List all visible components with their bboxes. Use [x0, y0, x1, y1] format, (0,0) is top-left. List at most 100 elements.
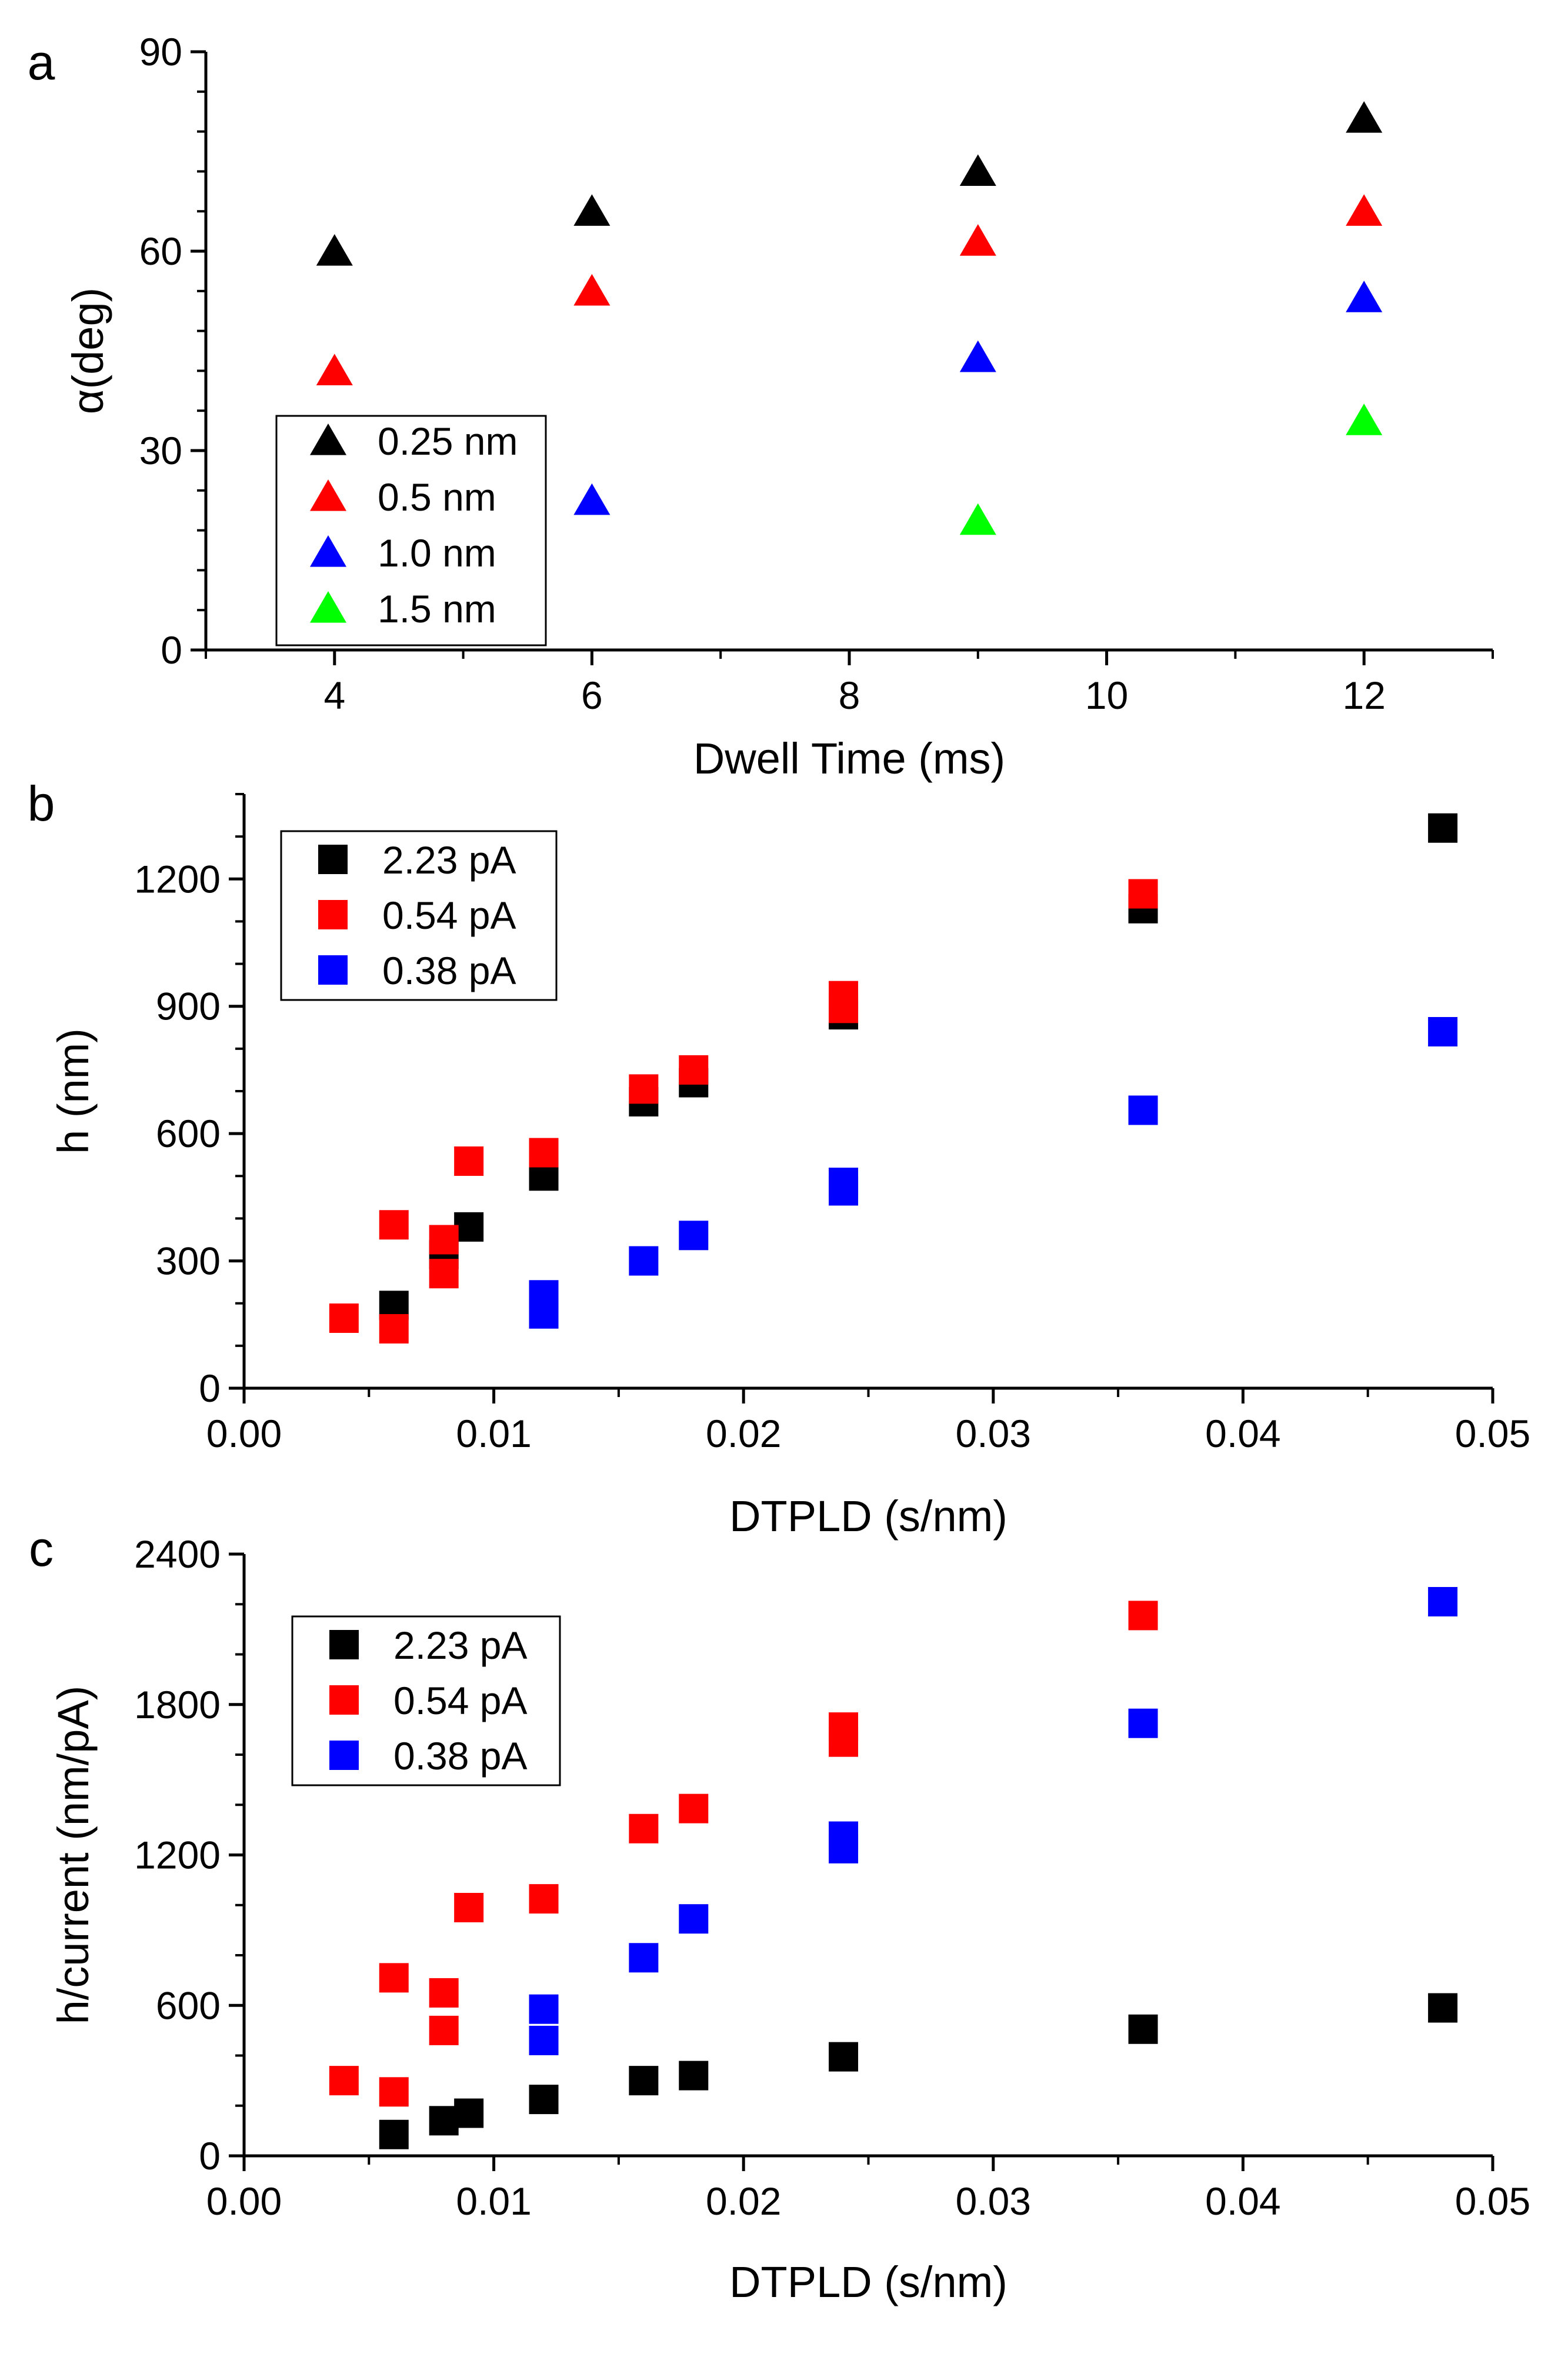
y-axis-title: α(deg) — [64, 288, 112, 415]
data-point — [454, 1146, 484, 1176]
data-point — [454, 1893, 484, 1923]
data-point — [629, 2066, 659, 2096]
y-tick-label: 30 — [139, 429, 182, 472]
data-point — [429, 1978, 459, 2008]
legend-marker — [329, 1630, 359, 1659]
data-point — [429, 1225, 459, 1255]
data-point — [379, 2077, 409, 2107]
data-point — [1346, 194, 1383, 226]
data-point — [529, 1884, 559, 1914]
legend-marker — [329, 1685, 359, 1715]
chart-panel-a: 4 6 8 10 12 0 30 60 90 Dwell Time (ms) α(deg) a 0.25… — [28, 30, 1494, 783]
y-tick-label: 600 — [156, 1983, 221, 2027]
series-2-23-pa — [379, 1993, 1458, 2149]
legend-marker — [309, 535, 347, 567]
data-point — [679, 2061, 709, 2091]
x-tick-label: 10 — [1085, 674, 1128, 717]
y-axis-title: h/current (nm/pA) — [49, 1686, 98, 2025]
series-0-38-pa — [529, 1017, 1458, 1329]
legend-marker — [318, 845, 348, 874]
y-tick-label: 90 — [139, 30, 182, 74]
legend: 0.25 nm 0.5 nm 1.0 nm 1.5 nm — [275, 415, 547, 646]
data-point — [1128, 879, 1158, 909]
y-tick-label: 0 — [199, 1366, 221, 1410]
y-tick-label: 1200 — [134, 1833, 221, 1877]
x-tick-label: 4 — [323, 674, 345, 717]
legend-label: 0.54 pA — [393, 1679, 528, 1722]
legend-label: 1.0 nm — [378, 531, 496, 575]
legend-label: 0.5 nm — [378, 475, 496, 519]
data-point — [1128, 2014, 1158, 2044]
data-point — [1428, 1993, 1458, 2023]
data-point — [379, 1210, 409, 1240]
data-point — [959, 154, 996, 186]
x-tick-label: 0.03 — [956, 2179, 1031, 2223]
series-0-54-pa — [329, 1601, 1158, 2107]
data-point — [959, 503, 996, 535]
data-point — [679, 1055, 709, 1085]
y-tick-label: 0 — [199, 2134, 221, 2178]
y-tick-label: 2400 — [134, 1532, 221, 1576]
legend-label: 1.5 nm — [378, 587, 496, 631]
x-tick-label: 0.02 — [706, 2179, 781, 2223]
series-1-0-nm — [573, 281, 1383, 515]
data-point — [629, 1813, 659, 1843]
x-axis-title: DTPLD (s/nm) — [729, 1492, 1007, 1541]
data-point — [454, 1212, 484, 1242]
data-point — [329, 1303, 359, 1333]
panel-letter: c — [29, 1521, 54, 1576]
data-point — [1428, 813, 1458, 843]
data-point — [959, 224, 996, 256]
x-tick-label: 0.00 — [206, 1412, 282, 1455]
data-point — [379, 1963, 409, 1993]
x-tick-label: 6 — [581, 674, 603, 717]
series-0-25-nm — [316, 101, 1383, 266]
x-tick-label: 0.05 — [1455, 1412, 1530, 1455]
legend-marker — [318, 955, 348, 985]
x-tick-label: 0.01 — [456, 1412, 531, 1455]
data-point — [829, 981, 859, 1011]
x-tick-label: 12 — [1342, 674, 1385, 717]
data-point — [829, 1712, 859, 1742]
series-0-38-pa — [529, 1586, 1458, 2055]
legend-label: 2.23 pA — [393, 1623, 528, 1667]
x-tick-label: 0.01 — [456, 2179, 531, 2223]
x-tick-label: 0.04 — [1205, 2179, 1280, 2223]
data-point — [329, 2066, 359, 2096]
data-point — [1346, 281, 1383, 312]
series-0-54-pa — [329, 879, 1158, 1343]
data-point — [379, 1314, 409, 1343]
data-point — [529, 1138, 559, 1168]
data-point — [573, 274, 610, 306]
data-point — [573, 194, 610, 226]
y-tick-label: 600 — [156, 1112, 221, 1155]
legend-label: 0.54 pA — [382, 894, 516, 937]
data-point — [1128, 1708, 1158, 1738]
data-point — [679, 1221, 709, 1251]
legend-marker — [309, 479, 347, 511]
data-point — [1128, 1601, 1158, 1631]
data-point — [829, 1821, 859, 1851]
data-point — [1346, 101, 1383, 133]
panel-letter: a — [28, 35, 55, 90]
legend-label: 2.23 pA — [382, 838, 516, 882]
legend-marker — [329, 1741, 359, 1770]
data-point — [959, 340, 996, 372]
series-1-5-nm — [959, 404, 1383, 535]
legend: 2.23 pA 0.54 pA 0.38 pA — [280, 830, 558, 1001]
data-point — [829, 1168, 859, 1198]
data-point — [529, 1994, 559, 2024]
y-tick-label: 0 — [161, 628, 182, 672]
data-point — [1428, 1017, 1458, 1046]
data-point — [529, 2085, 559, 2115]
data-point — [1128, 1095, 1158, 1125]
data-point — [316, 354, 353, 386]
legend-marker — [309, 591, 347, 623]
legend: 2.23 pA 0.54 pA 0.38 pA — [291, 1615, 561, 1786]
x-tick-label: 8 — [839, 674, 860, 717]
x-tick-label: 0.00 — [206, 2179, 282, 2223]
data-point — [429, 2015, 459, 2045]
x-tick-label: 0.05 — [1455, 2179, 1530, 2223]
data-point — [529, 1280, 559, 1310]
series-0-5-nm — [316, 194, 1383, 386]
